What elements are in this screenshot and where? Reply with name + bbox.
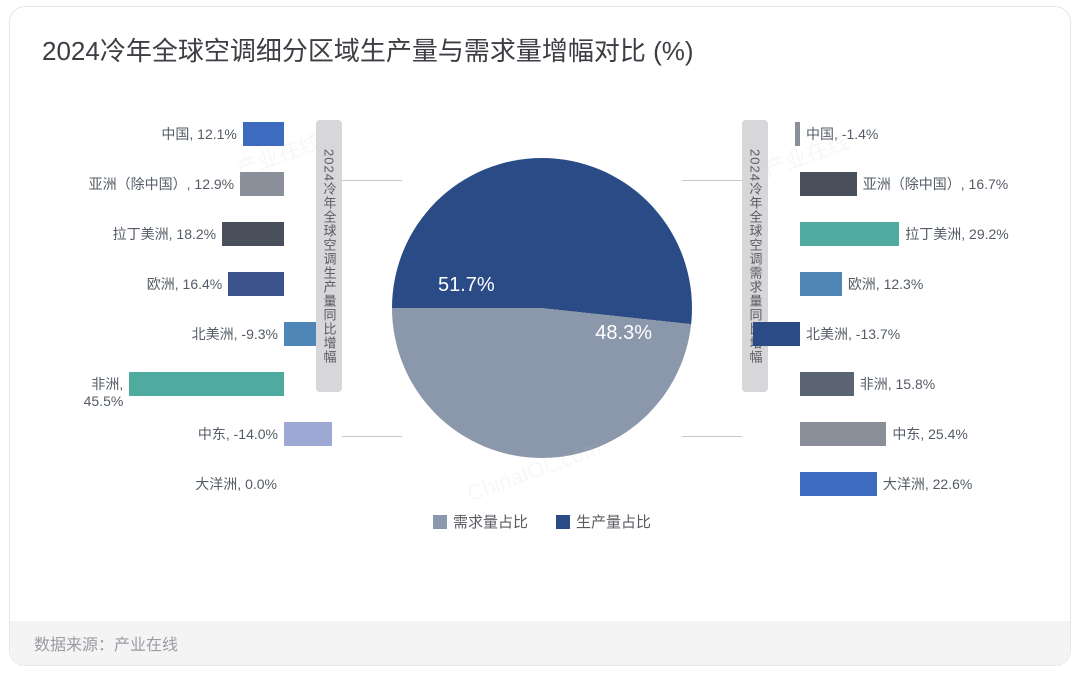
bar-row: 北美洲, -9.3% (34, 320, 284, 370)
bar-row: 北美洲, -13.7% (800, 320, 1050, 370)
bar (800, 272, 842, 296)
chart-card: 2024冷年全球空调细分区域生产量与需求量增幅对比 (%) 中国, 12.1% 亚… (9, 6, 1071, 666)
bar-row: 非洲, 45.5% (34, 370, 284, 420)
bar (800, 472, 877, 496)
bar-label: 大洋洲, 0.0% (195, 476, 277, 493)
legend-label: 需求量占比 (453, 514, 528, 531)
bar (243, 122, 284, 146)
bar-row: 亚洲（除中国）, 12.9% (34, 170, 284, 220)
bar (240, 172, 284, 196)
legend-item-production: 生产量占比 (556, 511, 651, 532)
bar-row: 中国, 12.1% (34, 120, 284, 170)
bar-row: 大洋洲, 0.0% (34, 470, 284, 520)
bar (222, 222, 284, 246)
bar (753, 322, 800, 346)
bar-label: 中国, 12.1% (161, 126, 236, 143)
bar-label: 北美洲, -9.3% (192, 326, 278, 343)
pie-chart: 51.7% 48.3% (392, 158, 692, 458)
chart-title: 2024冷年全球空调细分区域生产量与需求量增幅对比 (%) (42, 31, 1050, 68)
bar-label: 中东, -14.0% (198, 426, 278, 443)
left-bar-group: 中国, 12.1% 亚洲（除中国）, 12.9% 拉丁美洲, 18.2% 欧洲, 16… (34, 120, 284, 520)
bar-row: 拉丁美洲, 18.2% (34, 220, 284, 270)
bar-label: 亚洲（除中国）, 12.9% (89, 176, 234, 193)
legend-item-demand: 需求量占比 (433, 511, 528, 532)
bar-label: 中国, -1.4% (806, 126, 878, 143)
bar-row: 中国, -1.4% (800, 120, 1050, 170)
left-series-header: 2024冷年全球空调生产量同比增幅 (316, 120, 342, 392)
bar-label: 欧洲, 12.3% (848, 276, 923, 293)
source-label: 数据来源：产业在线 (34, 631, 178, 655)
legend: 需求量占比 生产量占比 (433, 511, 651, 532)
right-bar-group: 中国, -1.4% 亚洲（除中国）, 16.7% 拉丁美洲, 29.2% 欧洲, 12… (800, 120, 1050, 520)
right-series-header: 2024冷年全球空调需求量同比增幅 (742, 120, 768, 392)
bar-label: 非洲, 15.8% (860, 376, 935, 393)
chart-area: 中国, 12.1% 亚洲（除中国）, 12.9% 拉丁美洲, 18.2% 欧洲, 16… (34, 68, 1050, 588)
legend-label: 生产量占比 (576, 514, 651, 531)
bar-row: 欧洲, 12.3% (800, 270, 1050, 320)
bar-label: 北美洲, -13.7% (806, 326, 900, 343)
bar (800, 372, 854, 396)
bar-row: 非洲, 15.8% (800, 370, 1050, 420)
bar (800, 172, 857, 196)
bar-row: 欧洲, 16.4% (34, 270, 284, 320)
bar (800, 422, 886, 446)
source-footer: 数据来源：产业在线 (10, 621, 1070, 665)
bar (284, 422, 332, 446)
legend-swatch (556, 515, 570, 529)
pie-label-production: 51.7% (438, 274, 495, 297)
bar-label: 拉丁美洲, 18.2% (113, 226, 216, 243)
bar (800, 222, 899, 246)
bar (795, 122, 800, 146)
pie-label-demand: 48.3% (595, 322, 652, 345)
bar (129, 372, 284, 396)
bar-row: 亚洲（除中国）, 16.7% (800, 170, 1050, 220)
legend-swatch (433, 515, 447, 529)
left-series-header-label: 2024冷年全球空调生产量同比增幅 (320, 149, 339, 364)
bar-label: 中东, 25.4% (892, 426, 967, 443)
bar-label: 亚洲（除中国）, 16.7% (863, 176, 1008, 193)
bar-row: 大洋洲, 22.6% (800, 470, 1050, 520)
bar-row: 中东, -14.0% (34, 420, 284, 470)
bar-label: 非洲, 45.5% (84, 376, 124, 410)
bar (228, 272, 284, 296)
bar-label: 欧洲, 16.4% (147, 276, 222, 293)
bar-row: 拉丁美洲, 29.2% (800, 220, 1050, 270)
bar-label: 大洋洲, 22.6% (883, 476, 972, 493)
bar-label: 拉丁美洲, 29.2% (905, 226, 1008, 243)
bar (284, 322, 316, 346)
bar-row: 中东, 25.4% (800, 420, 1050, 470)
pie-circle (392, 158, 692, 458)
